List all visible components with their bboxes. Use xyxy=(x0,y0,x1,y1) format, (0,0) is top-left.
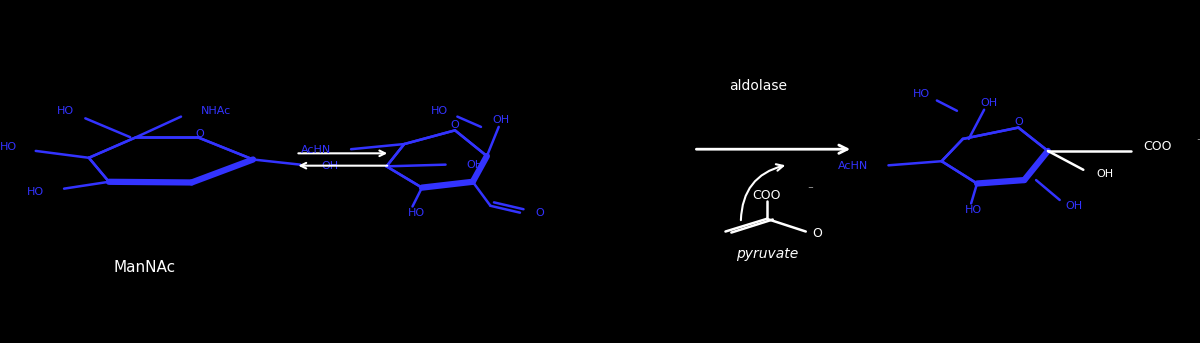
Text: O: O xyxy=(812,227,822,240)
Text: COO: COO xyxy=(1144,140,1172,153)
Text: NHAc: NHAc xyxy=(202,106,232,117)
Text: OH: OH xyxy=(1066,201,1082,211)
FancyArrowPatch shape xyxy=(740,164,784,220)
Text: O: O xyxy=(196,129,204,139)
Text: O: O xyxy=(1014,117,1022,128)
Text: HO: HO xyxy=(965,205,982,215)
Text: HO: HO xyxy=(56,106,74,117)
Text: HO: HO xyxy=(408,208,425,218)
Text: AcHN: AcHN xyxy=(300,145,331,155)
Text: OH: OH xyxy=(467,159,484,170)
Text: O: O xyxy=(535,208,545,218)
Text: HO: HO xyxy=(431,106,449,117)
Text: ManNAc: ManNAc xyxy=(113,260,175,275)
Text: HO: HO xyxy=(0,142,17,153)
Text: ⁻: ⁻ xyxy=(808,185,814,196)
Text: OH: OH xyxy=(1096,169,1114,179)
Text: HO: HO xyxy=(28,187,44,197)
Text: AcHN: AcHN xyxy=(838,161,868,172)
Text: OH: OH xyxy=(980,98,997,108)
Text: pyruvate: pyruvate xyxy=(736,247,798,261)
Text: COO: COO xyxy=(752,189,781,202)
Text: OH: OH xyxy=(322,161,338,172)
Text: HO: HO xyxy=(913,89,930,99)
Text: OH: OH xyxy=(492,115,510,125)
Text: aldolase: aldolase xyxy=(730,79,787,93)
Text: ⁻: ⁻ xyxy=(1196,137,1200,147)
Text: O: O xyxy=(451,120,460,130)
